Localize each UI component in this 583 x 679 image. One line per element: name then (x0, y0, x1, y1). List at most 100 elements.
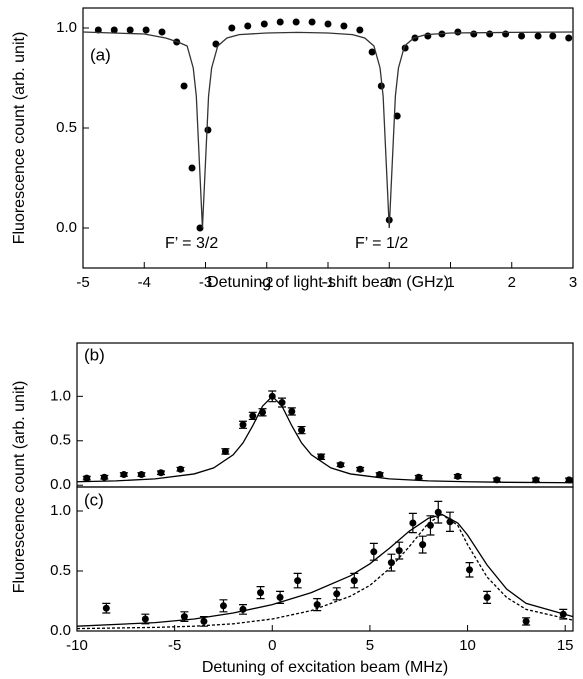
data-point (424, 32, 432, 40)
data-point (393, 112, 401, 120)
data-point (454, 472, 462, 480)
data-point (294, 577, 302, 585)
annotation: F’ = 3/2 (165, 235, 218, 252)
data-point (100, 473, 108, 481)
x-tick-label: 0 (385, 274, 393, 291)
data-point (276, 18, 284, 26)
data-point (257, 589, 265, 597)
data-point (137, 471, 145, 479)
panel-label: (c) (84, 490, 104, 509)
data-point (333, 590, 341, 598)
data-point (549, 32, 557, 40)
y-tick-label: 1.0 (50, 387, 71, 404)
data-point (368, 48, 376, 56)
x-tick-label: 1 (446, 274, 454, 291)
data-point (94, 26, 102, 34)
data-point (157, 469, 165, 477)
data-point (83, 474, 91, 482)
x-tick-label: -4 (138, 274, 151, 291)
plot-frame (76, 486, 574, 632)
x-tick-label: 5 (366, 637, 374, 654)
x-tick-label: -3 (199, 274, 212, 291)
x-tick-label: -10 (66, 637, 88, 654)
data-point (120, 471, 128, 479)
x-axis-label: Detuning of light-shift beam (GHz) (207, 274, 449, 291)
data-point (486, 30, 494, 38)
data-point (212, 40, 220, 48)
y-tick-label: 0.0 (50, 476, 71, 493)
data-point (239, 421, 247, 429)
y-axis-label: Fluorescence count (arb. unit) (11, 381, 28, 594)
x-tick-label: -1 (321, 274, 334, 291)
data-point (532, 476, 540, 484)
data-point (219, 602, 227, 610)
data-point (317, 453, 325, 461)
data-point (409, 519, 417, 527)
data-point (377, 82, 385, 90)
data-point (419, 541, 427, 549)
data-point (518, 32, 526, 40)
x-tick-label: 0 (268, 637, 276, 654)
data-point (470, 30, 478, 38)
data-point (288, 407, 296, 415)
y-tick-label: 0.5 (50, 562, 71, 579)
data-point (324, 20, 332, 28)
data-point (387, 559, 395, 567)
panel-label: (b) (84, 345, 105, 364)
data-point (126, 26, 134, 34)
data-point (110, 26, 118, 34)
data-point (350, 577, 358, 585)
y-tick-label: 0.0 (50, 622, 71, 639)
data-point (244, 22, 252, 30)
fit-curve (82, 31, 574, 229)
data-point (308, 18, 316, 26)
data-point (249, 412, 257, 420)
data-point (376, 471, 384, 479)
panel-label: (a) (90, 45, 111, 64)
data-point (180, 82, 188, 90)
data-point (102, 604, 110, 612)
x-tick-label: -2 (260, 274, 273, 291)
data-point (158, 28, 166, 36)
data-point (176, 465, 184, 473)
data-point (221, 447, 229, 455)
data-point (415, 473, 423, 481)
data-point (228, 24, 236, 32)
y-tick-label: 0.5 (56, 119, 77, 136)
data-point (141, 615, 149, 623)
fit-curve (76, 395, 574, 484)
data-point (204, 126, 212, 134)
x-tick-label: 10 (459, 637, 476, 654)
y-tick-label: 1.0 (56, 19, 77, 36)
data-point (298, 426, 306, 434)
data-point (292, 18, 300, 26)
data-point (565, 34, 573, 42)
x-tick-label: 15 (557, 637, 574, 654)
data-point (565, 476, 573, 484)
annotation: F’ = 1/2 (355, 235, 408, 252)
data-point (370, 548, 378, 556)
y-tick-label: 1.0 (50, 502, 71, 519)
data-point (466, 566, 474, 574)
data-point (260, 20, 268, 28)
x-axis-label: Detuning of excitation beam (MHz) (202, 659, 448, 676)
data-point (534, 32, 542, 40)
data-point (278, 399, 286, 407)
data-point (276, 593, 284, 601)
y-axis-label: Fluorescence count (arb. unit) (11, 32, 28, 245)
x-tick-label: -5 (76, 274, 89, 291)
data-point (522, 617, 530, 625)
data-point (188, 164, 196, 172)
x-tick-label: -5 (168, 637, 181, 654)
data-point (180, 613, 188, 621)
data-point (313, 601, 321, 609)
y-tick-label: 0.5 (50, 432, 71, 449)
data-point (142, 26, 150, 34)
data-point (454, 28, 462, 36)
data-point (200, 617, 208, 625)
data-point (395, 547, 403, 555)
data-point (434, 508, 442, 516)
data-point (483, 593, 491, 601)
data-point (337, 461, 345, 469)
